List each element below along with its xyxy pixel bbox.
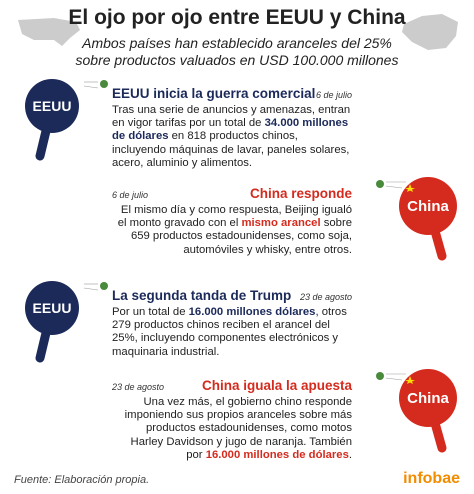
title: El ojo por ojo entre EEUU y China (68, 6, 406, 29)
event-body: Una vez más, el gobierno chino responde … (112, 396, 352, 462)
highlight: 16.000 millones de dólares (205, 448, 349, 461)
body-text: . (348, 448, 352, 461)
china-map (402, 14, 458, 50)
body-text: El mismo día y como respuesta, Beijing i… (117, 204, 352, 230)
paddle: EEUU (25, 79, 108, 161)
event-date: 23 de agosto (112, 382, 165, 392)
event-body: El mismo día y como respuesta, Beijing i… (112, 204, 352, 257)
highlight: 16.000 millones dólares (188, 306, 316, 318)
paddle-label: EEUU (33, 300, 72, 316)
body-text: en 818 productos chinos, incluyendo máqu… (112, 130, 350, 169)
event-date: 23 de agosto (299, 292, 352, 302)
body-text: , otros 279 productos chinos reciben el … (112, 306, 347, 358)
event-date: 6 de julio (315, 90, 352, 100)
brand: infobae (403, 470, 460, 487)
event: La segunda tanda de Trump 23 de agosto Por… (112, 288, 352, 359)
paddle: China (376, 177, 457, 261)
body-text: sobre 659 productos estadounidenses, com… (130, 217, 352, 256)
event-header: La segunda tanda de Trump 23 de agosto (112, 288, 352, 303)
event-body: Por un total de 16.000 millones dólares,… (112, 306, 352, 359)
event-header: 23 de agosto China iguala la apuesta (112, 378, 352, 393)
paddle: China (376, 369, 457, 453)
event-heading: China iguala la apuesta (201, 378, 352, 393)
subtitle: Ambos países han establecido aranceles d… (82, 35, 392, 51)
subtitle: sobre productos valuados en USD 100.000 … (75, 52, 399, 68)
paddle-label: China (407, 390, 449, 407)
event-date: 6 de julio (112, 190, 149, 200)
paddle: EEUU (25, 281, 108, 363)
event: 23 de agosto China iguala la apuesta Una v… (112, 378, 352, 462)
event-heading: EEUU inicia la guerra comercial (112, 86, 316, 101)
event: 6 de julio China responde El mismo día y c… (112, 186, 352, 257)
body-text: Tras una serie de anuncios y amenazas, e… (112, 104, 351, 130)
event-header: EEUU inicia la guerra comercial 6 de juli… (112, 86, 352, 101)
event-heading: China responde (249, 186, 352, 201)
highlight: mismo arancel (241, 217, 321, 230)
source: Fuente: Elaboración propia. (14, 474, 150, 486)
event-header: 6 de julio China responde (112, 186, 352, 201)
paddle-label: China (407, 198, 449, 215)
body-text: Una vez más, el gobierno chino responde … (124, 396, 352, 461)
usa-map (18, 18, 80, 46)
highlight: 34.000 millones de dólares (112, 117, 349, 143)
body-text: Por un total de (112, 306, 189, 318)
paddle-label: EEUU (33, 98, 72, 114)
event: EEUU inicia la guerra comercial 6 de juli… (112, 86, 352, 170)
event-heading: La segunda tanda de Trump (112, 288, 292, 303)
event-body: Tras una serie de anuncios y amenazas, e… (112, 104, 352, 170)
